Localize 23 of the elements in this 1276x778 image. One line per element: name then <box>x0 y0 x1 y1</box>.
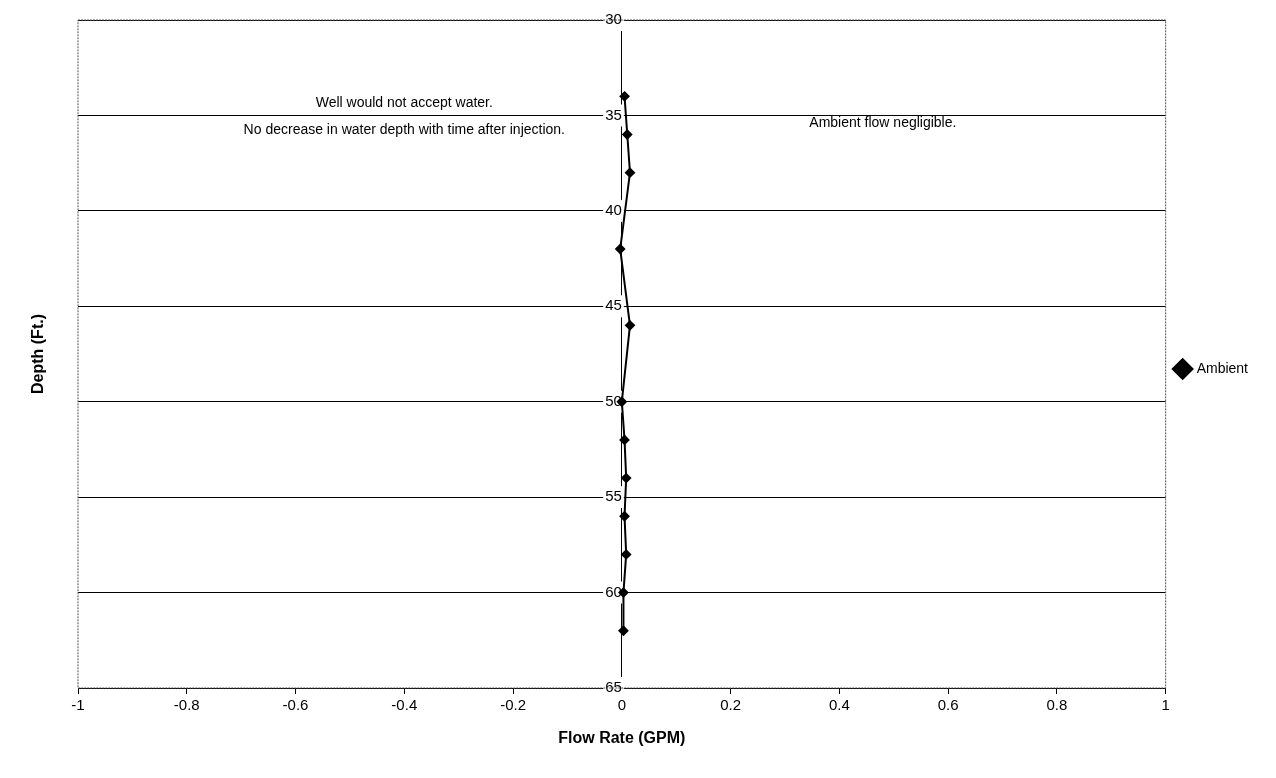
x-axis-title: Flow Rate (GPM) <box>558 729 686 746</box>
x-tick-label: 1 <box>1161 696 1170 714</box>
x-tick-label: -0.4 <box>391 696 418 714</box>
x-tick-label: 0 <box>617 696 626 714</box>
y-tick-label: 40 <box>605 201 622 218</box>
x-tick-label: 0.4 <box>828 696 850 714</box>
y-tick-label: 55 <box>605 487 622 505</box>
y-tick-label: 30 <box>605 10 622 28</box>
annotation: No decrease in water depth with time after injection. <box>243 120 565 137</box>
legend-label: Ambient <box>1196 359 1249 376</box>
x-tick-label: -0.8 <box>173 696 200 714</box>
x-tick-label: -0.2 <box>500 696 526 714</box>
y-tick-label: 45 <box>605 296 622 314</box>
y-tick-label: 65 <box>605 678 622 696</box>
y-tick-label: 35 <box>605 105 622 123</box>
x-tick-label: 0.8 <box>1046 696 1068 714</box>
x-tick-label: 0.6 <box>937 696 959 714</box>
annotation: Well would not accept water. <box>315 93 493 110</box>
y-axis-title: Depth (Ft.) <box>29 314 46 394</box>
x-tick-label: -0.6 <box>282 696 309 714</box>
x-tick-label: 0.2 <box>720 696 742 714</box>
x-tick-label: -1 <box>71 696 85 714</box>
annotation: Ambient flow negligible. <box>809 113 957 130</box>
